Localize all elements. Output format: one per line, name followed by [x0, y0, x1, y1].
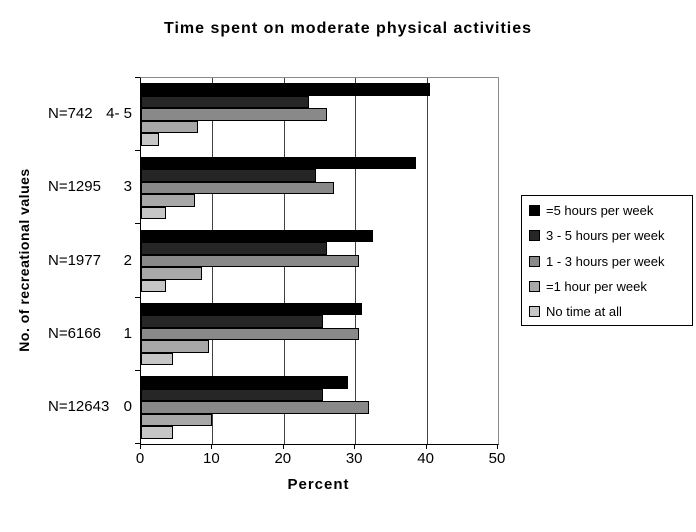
bar-series3-group4 — [141, 327, 359, 341]
category-n-label: N=1977 — [48, 251, 101, 269]
category-n-label: N=12643 — [48, 397, 110, 415]
legend-label-2: 3 - 5 hours per week — [546, 228, 665, 244]
x-tick-label-50: 50 — [488, 450, 506, 467]
y-axis-tick-2 — [135, 223, 140, 225]
bar-series5-group5 — [141, 426, 174, 439]
bar-series5-group1 — [141, 133, 159, 146]
bar-series1-group3 — [141, 229, 374, 243]
y-axis-tick-5 — [135, 443, 140, 444]
category-label-0: N=12643 0 — [48, 397, 132, 415]
x-axis-tick-0 — [140, 444, 141, 449]
y-axis-tick-4 — [135, 369, 140, 371]
bar-series2-group1 — [141, 95, 309, 109]
category-label-2: N=1977 2 — [48, 251, 132, 269]
gridline-40 — [426, 78, 428, 444]
category-label-4-5: N=742 4- 5 — [48, 105, 132, 123]
y-axis-tick-0 — [135, 77, 140, 78]
y-axis-tick-3 — [135, 296, 140, 298]
category-value-label: 1 — [123, 324, 132, 342]
bar-series2-group5 — [141, 388, 324, 402]
bar-series3-group3 — [141, 254, 359, 268]
legend-label-5: No time at all — [546, 304, 622, 319]
x-tick-label-20: 20 — [274, 450, 292, 467]
x-axis-tick-50 — [497, 444, 498, 449]
bar-series2-group2 — [141, 169, 316, 182]
x-tick-label-30: 30 — [345, 450, 363, 467]
bar-series5-group3 — [141, 279, 166, 293]
category-n-label: N=742 — [48, 105, 93, 123]
bar-series1-group2 — [141, 156, 416, 170]
category-label-1: N=6166 1 — [48, 324, 132, 342]
legend-swatch-2 — [529, 230, 540, 242]
x-tick-label-0: 0 — [135, 450, 145, 467]
legend-swatch-5 — [529, 306, 540, 317]
chart-title: Time spent on moderate physical activiti… — [163, 20, 533, 37]
legend-label-4: =1 hour per week — [546, 278, 647, 294]
bar-series5-group4 — [141, 352, 174, 366]
bar-series3-group5 — [141, 401, 370, 414]
bar-series3-group2 — [141, 181, 334, 195]
y-axis-title: No. of recreational values — [16, 168, 32, 352]
legend-label-3: 1 - 3 hours per week — [546, 253, 665, 269]
category-label-3: N=1295 3 — [48, 178, 132, 196]
category-value-label: 3 — [123, 178, 132, 196]
category-value-label: 0 — [123, 397, 132, 415]
legend-swatch-1 — [529, 205, 540, 216]
category-value-label: 4- 5 — [106, 105, 132, 123]
legend-item-1: =5 hours per week — [529, 203, 686, 218]
bar-series1-group4 — [141, 302, 363, 316]
legend-item-2: 3 - 5 hours per week — [529, 228, 686, 243]
x-axis-tick-20 — [282, 444, 284, 449]
bar-series2-group4 — [141, 315, 324, 328]
bar-series1-group1 — [141, 83, 431, 96]
bar-series4-group4 — [141, 340, 209, 353]
bar-series5-group2 — [141, 206, 166, 220]
x-axis-title: Percent — [287, 476, 350, 493]
bar-series3-group1 — [141, 108, 327, 121]
x-axis-tick-30 — [354, 444, 356, 449]
bar-series4-group1 — [141, 120, 199, 134]
x-axis-tick-40 — [425, 444, 427, 449]
category-n-label: N=6166 — [48, 324, 101, 342]
x-axis-tick-10 — [211, 444, 213, 449]
x-tick-label-10: 10 — [203, 450, 220, 467]
bar-series4-group5 — [141, 413, 213, 427]
legend: =5 hours per week 3 - 5 hours per week 1 -… — [521, 195, 693, 326]
legend-swatch-3 — [529, 255, 540, 267]
legend-item-3: 1 - 3 hours per week — [529, 254, 686, 269]
plot-area — [140, 77, 499, 445]
category-value-label: 2 — [123, 251, 132, 269]
legend-item-4: =1 hour per week — [529, 279, 686, 294]
legend-label-1: =5 hours per week — [546, 203, 654, 218]
y-axis-tick-1 — [135, 150, 140, 152]
x-tick-label-40: 40 — [417, 450, 434, 467]
category-n-label: N=1295 — [48, 178, 101, 196]
bar-series4-group2 — [141, 194, 195, 207]
legend-item-5: No time at all — [529, 304, 686, 319]
bar-series2-group3 — [141, 242, 327, 255]
bar-series1-group5 — [141, 376, 349, 389]
legend-swatch-4 — [529, 280, 540, 292]
bar-series4-group3 — [141, 267, 202, 280]
